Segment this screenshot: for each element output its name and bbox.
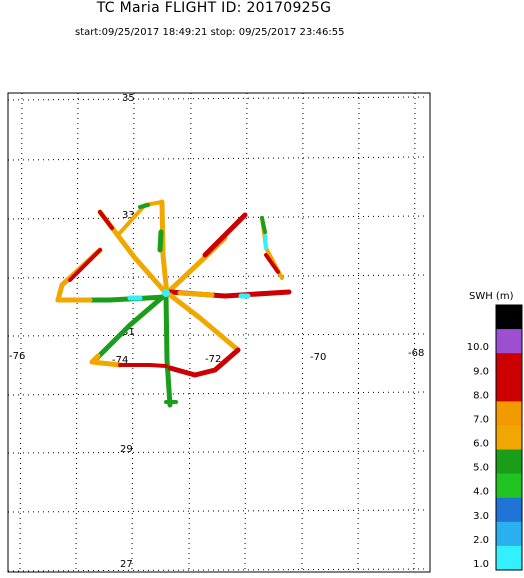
graticule	[7, 92, 429, 573]
legend-title: SWH (m)	[469, 291, 514, 302]
lat-label-35: 35	[122, 93, 135, 104]
color-bar-bin	[496, 425, 522, 451]
color-bar-frame	[495, 304, 523, 571]
lon-label-74: -74	[112, 355, 128, 366]
color-bar-bin	[496, 353, 522, 378]
lat-label-31: 31	[122, 327, 135, 338]
color-bar-bin	[496, 449, 522, 475]
color-bar-label: 5.0	[473, 463, 489, 474]
lon-label-68: -68	[408, 348, 424, 359]
color-bar-bin	[496, 377, 522, 402]
track-n-leg-green	[157, 229, 164, 253]
plot-title: TC Maria FLIGHT ID: 20170925G	[96, 0, 332, 16]
flight-track	[55, 199, 292, 408]
track-n-leg	[159, 199, 170, 298]
lon-label-72: -72	[205, 354, 221, 365]
track-ne-turn-green	[260, 216, 267, 234]
color-bar-label: 2.0	[473, 535, 489, 546]
track-n-turn-green	[138, 203, 150, 209]
color-bar-label: 9.0	[473, 366, 489, 377]
color-bar-label: 7.0	[473, 415, 489, 426]
color-bar-bin	[496, 521, 522, 547]
track-nw-leg-red	[98, 210, 114, 230]
color-bar-label: 4.0	[473, 487, 489, 498]
track-sw-turn	[89, 353, 123, 368]
lon-label-70: -70	[310, 352, 326, 363]
map-frame	[7, 92, 431, 573]
color-bar-bin	[496, 545, 522, 571]
color-bar-bin	[496, 305, 522, 330]
color-bar-label: 1.0	[473, 559, 489, 570]
track-se-turn	[167, 347, 241, 378]
track-ne-leg-outer	[202, 212, 248, 258]
storm-center-marker	[162, 289, 170, 297]
lat-label-27: 27	[120, 559, 133, 570]
color-bar-labels: 10.0 9.0 8.0 7.0 6.0 5.0 4.0 3.0 2.0 1.0	[467, 342, 489, 570]
track-ne-turn-cyan	[263, 234, 268, 250]
color-bar-bin	[496, 401, 522, 426]
track-se-leg	[167, 292, 241, 353]
color-bar-label: 8.0	[473, 390, 489, 401]
track-ne-turn-red	[264, 253, 280, 274]
track-w-turn-red	[68, 248, 102, 282]
track-sw-leg	[92, 292, 168, 363]
lon-label-76: -76	[9, 351, 25, 362]
color-bar-label: 3.0	[473, 511, 489, 522]
track-s-connector	[118, 363, 168, 368]
color-bar-label: 6.0	[473, 439, 489, 450]
track-s-leg	[163, 292, 173, 408]
lat-label-33: 33	[122, 210, 135, 221]
color-bar	[496, 305, 522, 571]
color-bar-label: 10.0	[467, 342, 489, 353]
lat-label-29: 29	[120, 444, 133, 455]
color-bar-bin	[496, 497, 522, 523]
track-e-leg-orange	[177, 290, 215, 298]
color-bar-bin	[496, 473, 522, 499]
time-range: start:09/25/2017 18:49:21 stop: 09/25/20…	[75, 27, 345, 38]
color-bar-bin	[496, 329, 522, 354]
